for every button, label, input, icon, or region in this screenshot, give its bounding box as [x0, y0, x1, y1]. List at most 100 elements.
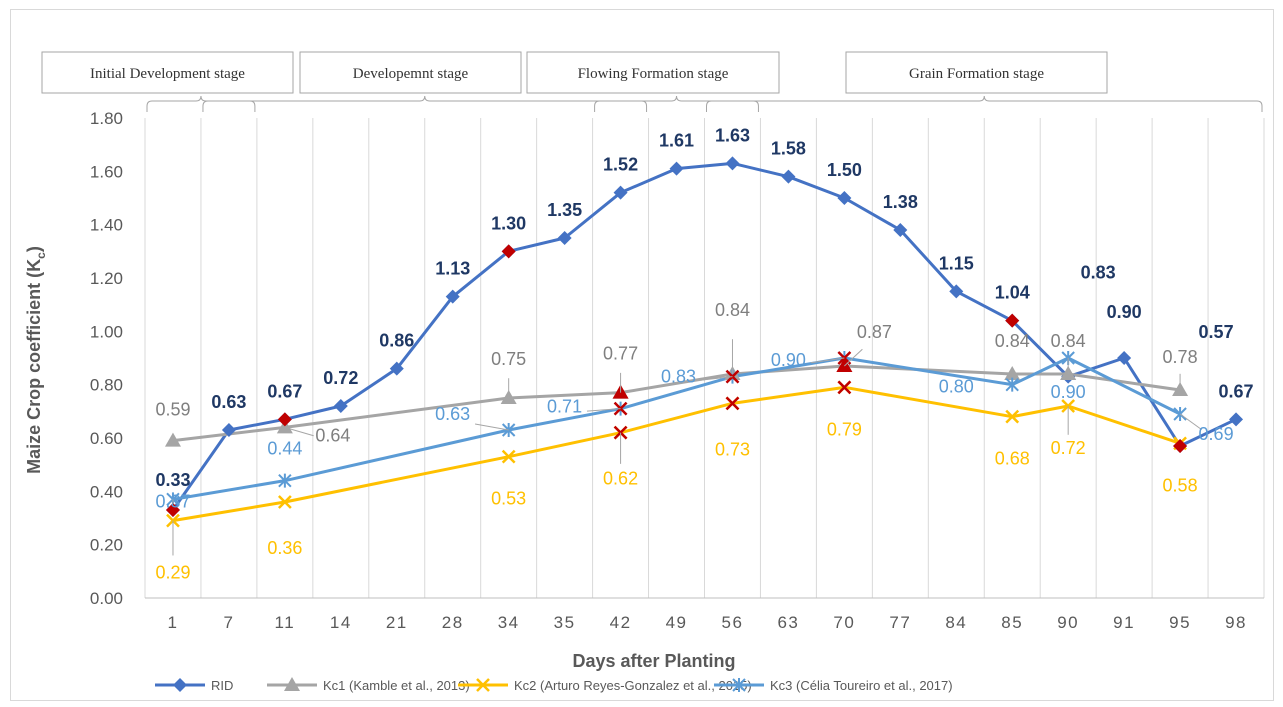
data-label: 0.29	[155, 563, 190, 583]
data-label: 0.67	[267, 381, 302, 401]
stage-label: Developemnt stage	[353, 66, 469, 82]
stage-box	[41, 51, 294, 94]
data-point	[837, 191, 852, 205]
data-label: 0.90	[771, 350, 806, 370]
stage-bracket	[146, 95, 256, 112]
x-tick-label: 1	[167, 613, 178, 632]
x-axis-title: Days after Planting	[572, 651, 735, 671]
data-label: 0.68	[995, 449, 1030, 469]
data-label: 0.63	[211, 392, 246, 412]
x-tick-label: 7	[223, 613, 234, 632]
data-label: 1.13	[435, 259, 470, 279]
y-tick-label: 0.00	[90, 589, 123, 608]
series-line	[171, 161, 1237, 511]
data-point	[445, 289, 460, 304]
data-point	[1117, 351, 1132, 365]
legend-label: RID	[211, 678, 233, 693]
x-tick-label: 98	[1225, 613, 1247, 632]
label-leader	[284, 426, 314, 437]
data-label: 0.63	[435, 404, 470, 424]
label-layer: 0.33 0.63 0.67 0.72 0.86 1.13 1.30 1.35 1.52 1.61…	[155, 125, 1253, 582]
data-label: 0.69	[1199, 424, 1234, 444]
legend-label: Kc3 (Célia Toureiro et al., 2017)	[770, 678, 953, 693]
stage-box	[526, 51, 780, 94]
highlight-marker	[1005, 313, 1020, 328]
data-label: 0.59	[155, 400, 190, 420]
data-point	[893, 223, 908, 237]
legend-swatch-marker	[732, 678, 746, 692]
x-tick-label: 63	[777, 613, 799, 632]
data-label: 0.71	[547, 397, 582, 417]
stage-box	[845, 51, 1108, 94]
y-tick-label: 0.80	[90, 376, 123, 395]
label-leader	[810, 357, 845, 364]
data-label: 0.84	[995, 331, 1030, 351]
y-tick-label: 0.20	[90, 536, 123, 555]
y-tick-label: 1.80	[90, 109, 123, 128]
label-leader	[1179, 413, 1202, 431]
highlight-marker	[1173, 439, 1188, 453]
data-point	[278, 473, 292, 488]
x-tick-label: 21	[386, 613, 408, 632]
data-label: 0.58	[1163, 475, 1198, 495]
highlight-marker	[836, 358, 853, 372]
data-label: 0.83	[661, 367, 696, 387]
data-label: 0.77	[603, 344, 638, 364]
x-tick-label: 77	[889, 613, 911, 632]
data-label: 0.62	[603, 469, 638, 489]
x-tick-label: 70	[833, 613, 855, 632]
y-tick-label: 1.00	[90, 322, 123, 341]
data-point	[949, 284, 964, 299]
stage-bracket	[594, 95, 759, 112]
label-leader	[474, 423, 509, 431]
tick-layer: 0.00 0.20 0.40 0.60 0.80 1.00 1.20 1.40 1.60 1.80…	[90, 109, 1247, 632]
y-tick-label: 1.60	[90, 162, 123, 181]
data-label: 0.80	[939, 377, 974, 397]
data-point	[389, 361, 404, 376]
stage-bracket	[706, 95, 1263, 112]
data-label: 0.64	[315, 425, 350, 445]
label-leader	[586, 408, 621, 412]
stage-label: Grain Formation stage	[909, 66, 1044, 82]
data-label: 0.78	[1163, 347, 1198, 367]
data-point	[1005, 377, 1019, 392]
data-label: 0.75	[491, 349, 526, 369]
highlight-marker	[277, 412, 292, 427]
stage-box	[299, 51, 522, 94]
legend-label: Kc2 (Arturo Reyes-Gonzalez et al., 2015)	[514, 678, 752, 693]
highlight-marker	[725, 396, 740, 411]
data-point	[1173, 407, 1187, 421]
data-label: 1.35	[547, 200, 582, 220]
label-leader	[700, 376, 733, 381]
highlight-marker	[501, 244, 516, 259]
x-tick-label: 28	[442, 613, 464, 632]
data-label: 1.04	[995, 283, 1030, 303]
data-label: 1.15	[939, 253, 974, 273]
chart-frame	[10, 9, 1274, 701]
legend-swatch-marker	[173, 678, 187, 692]
stage-label: Initial Development stage	[90, 66, 245, 82]
stage-layer: Initial Development stage Developemnt sta…	[41, 51, 1263, 112]
data-label: 1.38	[883, 192, 918, 212]
data-point	[1005, 409, 1020, 424]
data-label: 0.36	[267, 538, 302, 558]
data-label: 0.90	[1051, 382, 1086, 402]
data-label: 0.84	[715, 300, 750, 320]
x-tick-label: 85	[1001, 613, 1023, 632]
highlight-marker	[837, 380, 852, 395]
x-tick-label: 95	[1169, 613, 1191, 632]
data-label: 0.87	[857, 322, 892, 342]
data-label: 0.79	[827, 419, 862, 439]
data-label: 0.90	[1107, 302, 1142, 322]
y-tick-label: 1.20	[90, 269, 123, 288]
highlight-marker	[165, 503, 180, 517]
data-point	[613, 185, 628, 200]
data-point	[557, 231, 572, 245]
data-point	[221, 423, 236, 437]
data-label: 0.33	[155, 470, 190, 490]
data-label: 0.53	[491, 489, 526, 509]
data-label: 0.86	[379, 331, 414, 351]
data-label: 0.83	[1081, 263, 1116, 283]
data-point	[669, 161, 684, 176]
data-point	[1004, 366, 1021, 380]
